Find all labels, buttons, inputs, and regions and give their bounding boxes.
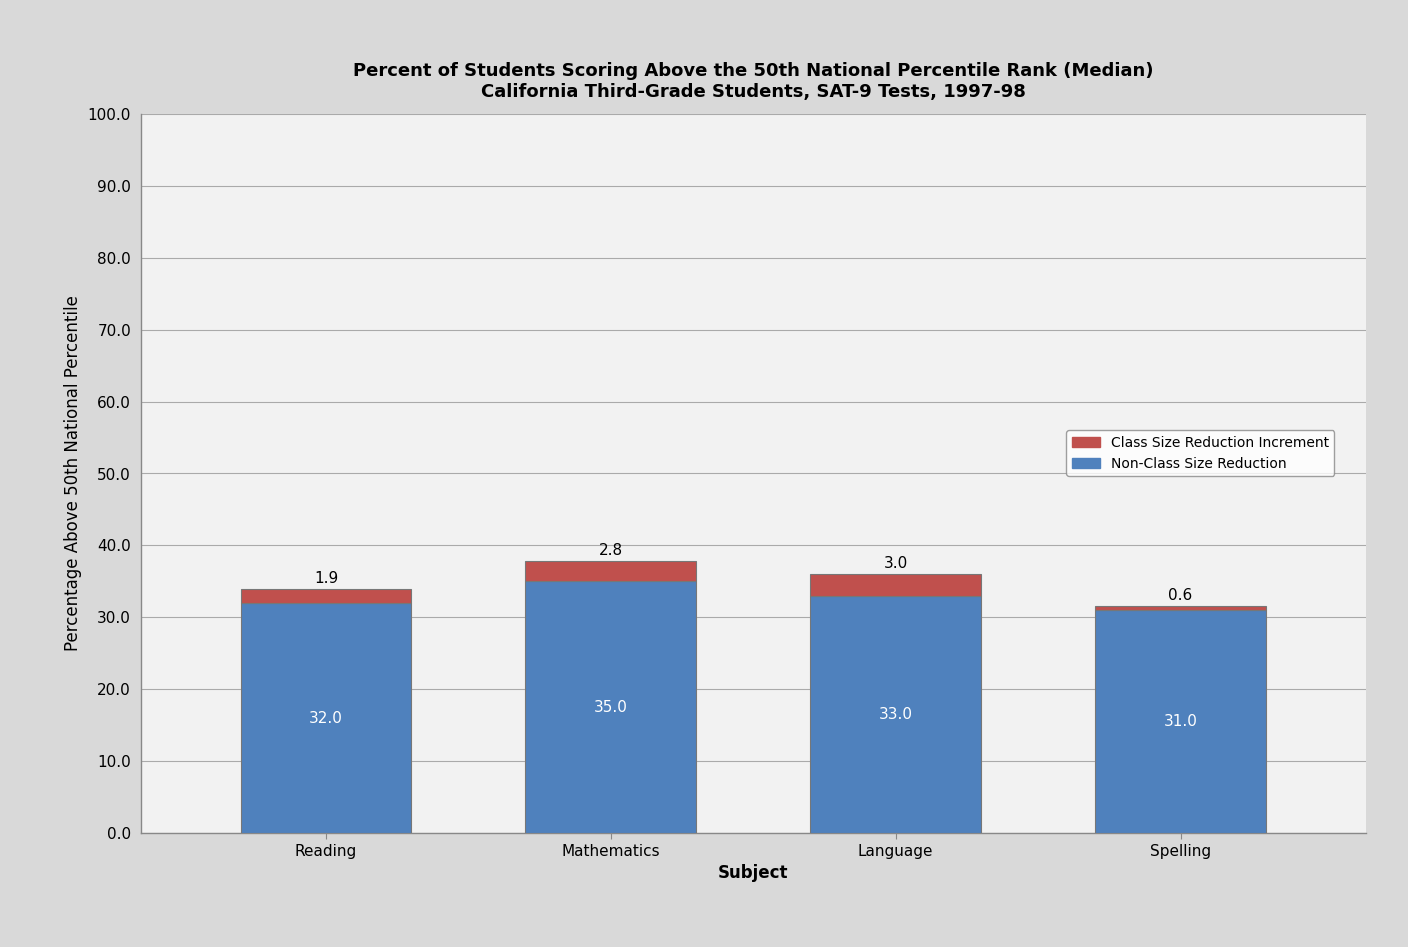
Bar — [525, 562, 697, 581]
Text: 0.6: 0.6 — [1169, 588, 1193, 603]
Text: 3.0: 3.0 — [884, 557, 908, 571]
Title: Percent of Students Scoring Above the 50th National Percentile Rank (Median)
Cal: Percent of Students Scoring Above the 50… — [353, 63, 1153, 101]
X-axis label: Subject: Subject — [718, 865, 788, 883]
Bar — [810, 574, 981, 596]
Y-axis label: Percentage Above 50th National Percentile: Percentage Above 50th National Percentil… — [65, 295, 82, 652]
Text: 1.9: 1.9 — [314, 571, 338, 586]
Bar — [525, 581, 697, 833]
Text: 33.0: 33.0 — [879, 707, 912, 723]
Text: 32.0: 32.0 — [308, 710, 344, 725]
Legend: Class Size Reduction Increment, Non-Class Size Reduction: Class Size Reduction Increment, Non-Clas… — [1066, 430, 1335, 476]
Bar — [1095, 606, 1266, 610]
Text: 35.0: 35.0 — [594, 700, 628, 715]
Text: 2.8: 2.8 — [598, 544, 622, 559]
Bar — [241, 589, 411, 603]
Bar — [241, 603, 411, 833]
Text: 31.0: 31.0 — [1163, 714, 1198, 729]
Bar — [1095, 610, 1266, 833]
Bar — [810, 596, 981, 833]
